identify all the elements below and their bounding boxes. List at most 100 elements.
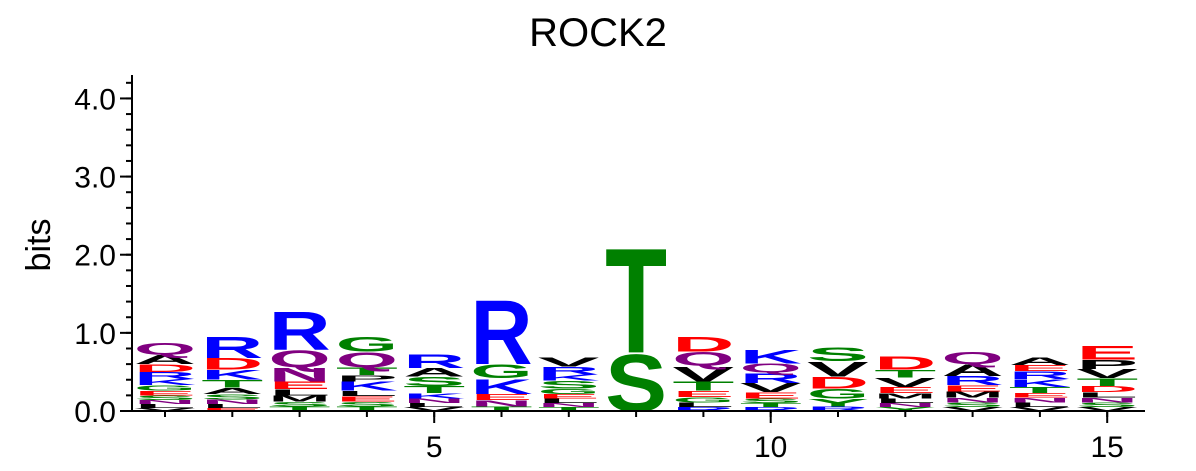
glyph-11-R-0: R [807, 405, 869, 412]
chart-title: ROCK2 [529, 11, 667, 55]
glyph-2-K-6: K [201, 367, 263, 383]
glyph-3-R-7: R [269, 302, 331, 362]
glyph-4-T-6: T [336, 365, 398, 377]
glyph-9-L-1: L [672, 401, 734, 408]
x-tick-label: 5 [426, 431, 443, 464]
glyph-12-D-7: D [874, 353, 936, 374]
glyph-15-L-3: L [1076, 391, 1138, 399]
glyph-6-T-0: T [471, 405, 533, 412]
glyph-12-L-2: L [874, 397, 936, 404]
glyph-1-A-9: A [134, 352, 196, 367]
glyph-7-V-8: V [538, 355, 600, 370]
glyph-9-E-3: E [672, 389, 734, 399]
glyph-5-A-6: A [403, 366, 465, 379]
y-tick-label: 0.0 [74, 396, 116, 429]
glyph-15-N-2: N [1076, 397, 1138, 404]
glyph-9-Q-6: Q [672, 348, 734, 370]
glyph-1-D-8: D [134, 362, 196, 374]
glyph-3-Q-6: Q [269, 346, 331, 372]
y-axis-label: bits [20, 219, 58, 272]
glyph-5-N-2: N [403, 397, 465, 404]
glyph-2-S-3: S [201, 392, 263, 401]
glyph-14-L-1: L [1009, 401, 1071, 408]
glyph-14-T-4: T [1009, 385, 1071, 395]
glyph-7-T-0: T [538, 406, 600, 412]
glyph-9-R-0: R [672, 406, 734, 412]
glyph-1-R-7: R [134, 370, 196, 381]
glyph-7-R-7: R [538, 365, 600, 377]
glyph-15-V-0: V [1076, 406, 1138, 412]
glyph-1-G-5: G [134, 384, 196, 392]
x-tick-label: 10 [754, 431, 787, 464]
axes: 0.0 1.0 2.0 3.0 4.0 5 10 15 [74, 75, 1145, 464]
glyph-9-T-4: T [672, 379, 734, 393]
glyph-15-D-4: D [1076, 384, 1138, 394]
y-tick-label: 1.0 [74, 318, 116, 351]
glyph-10-Q-6: Q [740, 361, 802, 376]
glyph-10-R-5: R [740, 370, 802, 386]
glyph-2-A-4: A [201, 386, 263, 396]
glyph-10-R-0: R [740, 406, 802, 412]
glyph-13-Q-7: Q [942, 349, 1004, 368]
glyph-13-N-2: N [942, 397, 1004, 404]
glyph-13-V-0: V [942, 406, 1004, 412]
y-tick-label: 4.0 [74, 83, 116, 116]
logo-glyphs: VLNSEGKRDAQELNSATKDRTSMLENQRTSELKPTQGVLN… [134, 218, 1138, 429]
glyph-4-S-1: S [336, 400, 398, 407]
glyph-9-V-5: V [672, 362, 734, 386]
glyph-12-N-1: N [874, 402, 936, 408]
glyph-9-G-2: G [672, 396, 734, 404]
glyph-8-T-1: T [605, 218, 667, 385]
glyph-11-G-2: G [807, 386, 869, 402]
glyph-13-M-3: M [942, 390, 1004, 400]
glyph-1-V-0: V [134, 407, 196, 412]
glyph-1-E-4: E [134, 389, 196, 396]
glyph-4-K-4: K [336, 379, 398, 394]
glyph-13-E-4: E [942, 384, 1004, 394]
glyph-10-E-3: E [740, 391, 802, 401]
glyph-14-A-8: A [1009, 355, 1071, 367]
glyph-14-R-6: R [1009, 369, 1071, 381]
glyph-2-T-5: T [201, 378, 263, 390]
glyph-15-T-5: T [1076, 376, 1138, 388]
glyph-11-S-5: S [807, 344, 869, 366]
glyph-10-T-1: T [740, 402, 802, 408]
glyph-3-T-0: T [269, 405, 331, 412]
glyph-4-L-3: L [336, 389, 398, 397]
glyph-12-V-5: V [874, 375, 936, 390]
glyph-3-L-3: L [269, 388, 331, 398]
glyph-4-Q-7: Q [336, 348, 398, 372]
glyph-1-Q-10: Q [134, 340, 196, 358]
glyph-7-K-6: K [538, 373, 600, 383]
glyph-6-E-2: E [471, 392, 533, 402]
glyph-5-V-0: V [403, 406, 465, 412]
glyph-1-K-6: K [134, 377, 196, 387]
glyph-5-R-7: R [403, 351, 465, 373]
glyph-10-V-4: V [740, 381, 802, 396]
glyph-3-N-5: N [269, 364, 331, 386]
glyph-7-L-2: L [538, 397, 600, 404]
glyph-2-E-0: E [201, 407, 263, 412]
glyph-7-E-3: E [538, 393, 600, 400]
glyph-15-S-1: S [1076, 401, 1138, 408]
glyph-11-D-3: D [807, 374, 869, 392]
glyph-3-S-1: S [269, 400, 331, 407]
glyph-13-R-5: R [942, 374, 1004, 389]
glyph-7-S-5: S [538, 379, 600, 391]
glyph-3-M-2: M [269, 394, 331, 404]
glyph-12-E-4: E [874, 385, 936, 395]
glyph-5-T-4: T [403, 384, 465, 395]
y-tick-label: 2.0 [74, 240, 116, 273]
glyph-6-R-5: R [471, 280, 533, 384]
glyph-9-D-7: D [672, 332, 734, 356]
glyph-7-G-4: G [538, 387, 600, 395]
glyph-14-E-3: E [1009, 392, 1071, 399]
glyph-15-P-7: P [1076, 357, 1138, 372]
glyph-4-E-2: E [336, 395, 398, 404]
glyph-15-V-6: V [1076, 367, 1138, 382]
glyph-5-S-5: S [403, 374, 465, 389]
glyph-14-V-0: V [1009, 406, 1071, 412]
glyph-5-L-1: L [403, 402, 465, 408]
y-tick-label: 3.0 [74, 162, 116, 195]
